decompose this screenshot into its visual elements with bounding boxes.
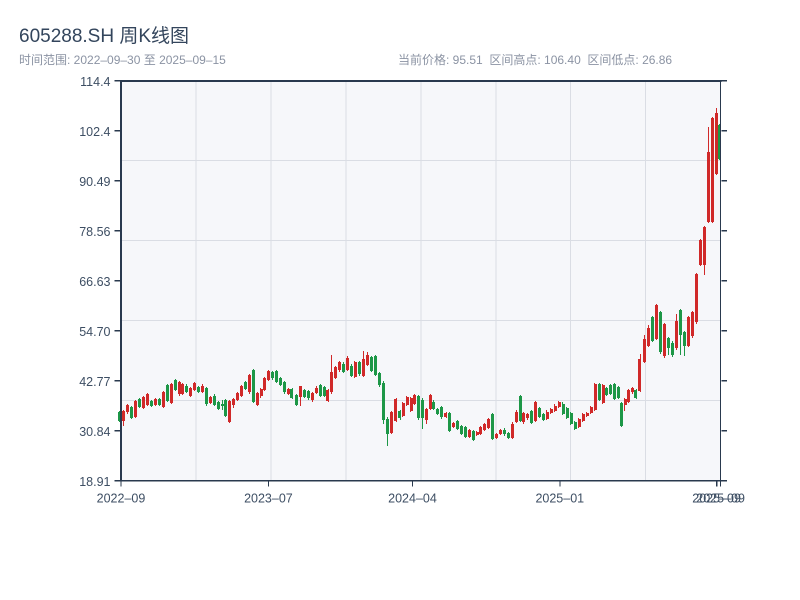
svg-text:90.49: 90.49: [79, 175, 110, 189]
svg-text:2025–09: 2025–09: [696, 492, 745, 506]
svg-text:54.70: 54.70: [79, 325, 110, 339]
svg-text:102.4: 102.4: [79, 125, 110, 139]
svg-text:2022–09: 2022–09: [97, 492, 146, 506]
svg-text:2025–01: 2025–01: [535, 492, 584, 506]
svg-text:30.84: 30.84: [79, 425, 110, 439]
svg-text:114.4: 114.4: [80, 75, 110, 89]
svg-text:78.56: 78.56: [79, 225, 110, 239]
svg-text:2023–07: 2023–07: [244, 492, 293, 506]
svg-text:18.91: 18.91: [79, 475, 110, 489]
svg-text:2024–04: 2024–04: [388, 492, 437, 506]
svg-text:66.63: 66.63: [79, 275, 110, 289]
svg-text:42.77: 42.77: [79, 375, 110, 389]
svg-text:2025–09: 2025–09: [692, 492, 741, 506]
